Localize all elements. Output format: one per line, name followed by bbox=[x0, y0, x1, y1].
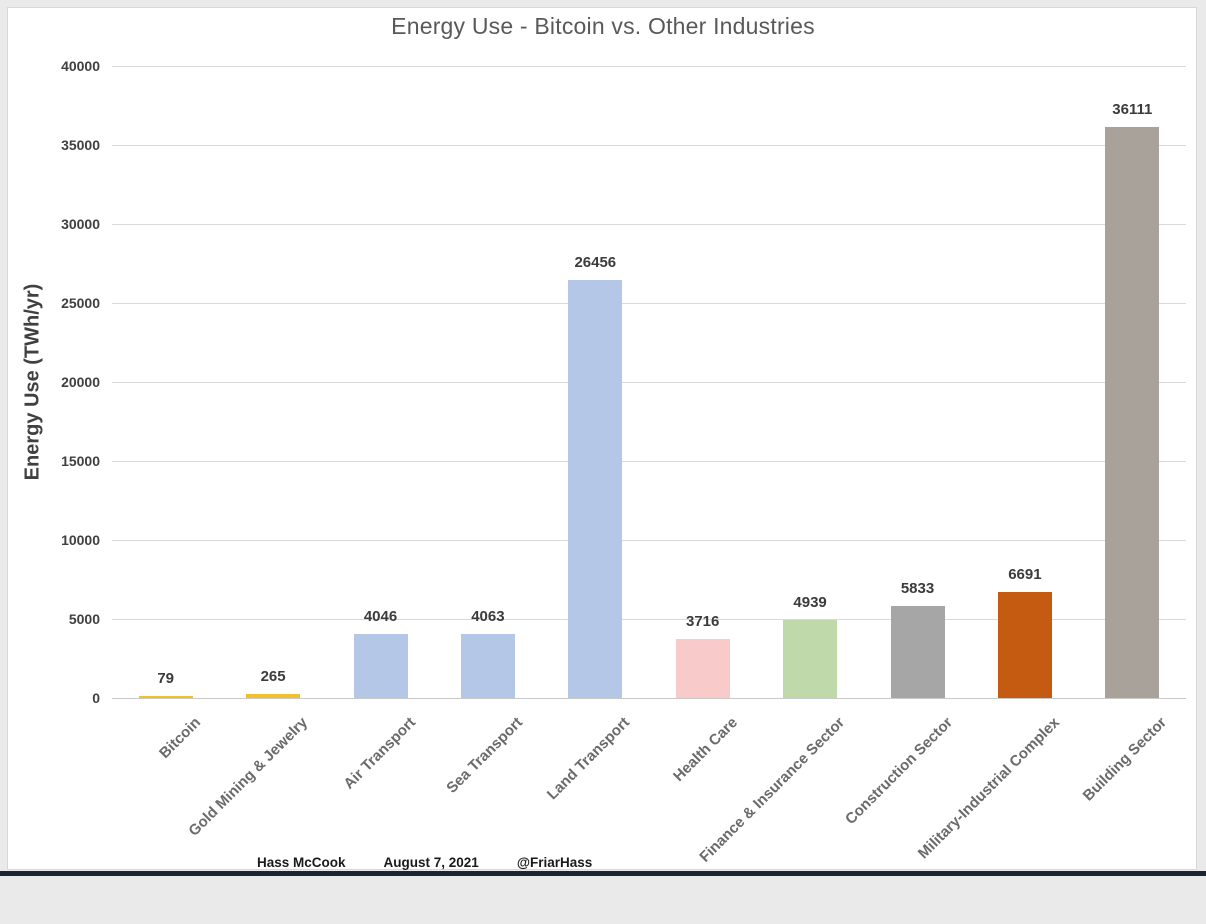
bar bbox=[353, 634, 408, 698]
gridline bbox=[112, 461, 1186, 462]
bar-value-label: 3716 bbox=[686, 613, 720, 631]
gridline bbox=[112, 224, 1186, 225]
footer-handle: @FriarHass bbox=[516, 855, 593, 870]
bar-value-label: 4063 bbox=[471, 607, 505, 625]
bar bbox=[675, 639, 730, 698]
gridline bbox=[112, 66, 1186, 67]
bar-value-label: 4939 bbox=[793, 593, 827, 611]
bar-value-label: 4046 bbox=[363, 608, 398, 626]
y-tick-label: 5000 bbox=[68, 611, 100, 627]
y-tick-label: 10000 bbox=[61, 532, 100, 548]
gridline bbox=[112, 698, 1186, 699]
gridline bbox=[112, 303, 1186, 304]
footer-author: Hass McCook bbox=[257, 855, 346, 870]
gridline bbox=[112, 619, 1186, 620]
bar-value-label: 6691 bbox=[1008, 566, 1042, 584]
gridline bbox=[112, 145, 1186, 146]
bar-value-label: 265 bbox=[260, 667, 286, 685]
y-tick-label: 15000 bbox=[61, 453, 100, 469]
bar bbox=[1105, 127, 1160, 698]
bar bbox=[890, 605, 945, 698]
bar bbox=[997, 592, 1052, 698]
footer-date: August 7, 2021 bbox=[383, 855, 479, 870]
gridline bbox=[112, 382, 1186, 383]
y-tick-label: 35000 bbox=[61, 137, 100, 153]
bar bbox=[246, 693, 301, 698]
bar-value-label: 79 bbox=[157, 670, 175, 687]
chart-title: Energy Use - Bitcoin vs. Other Industrie… bbox=[391, 13, 815, 39]
bar-value-label: 5833 bbox=[900, 579, 935, 597]
y-tick-label: 30000 bbox=[61, 216, 100, 232]
y-tick-label: 25000 bbox=[61, 295, 100, 311]
chart-footer: Hass McCook August 7, 2021 @FriarHass bbox=[257, 855, 592, 870]
bar-value-label: 26456 bbox=[574, 253, 617, 271]
bottom-strip bbox=[0, 871, 1206, 876]
chart-image: Energy Use - Bitcoin vs. Other Industrie… bbox=[0, 7, 1206, 876]
bar bbox=[460, 633, 515, 698]
y-tick-label: 20000 bbox=[61, 374, 100, 390]
bar bbox=[783, 619, 838, 698]
gridline bbox=[112, 540, 1186, 541]
bar bbox=[568, 279, 623, 698]
bar-value-label: 36111 bbox=[1112, 101, 1153, 119]
y-tick-label: 40000 bbox=[61, 58, 100, 74]
y-tick-label: 0 bbox=[92, 690, 100, 706]
bar bbox=[138, 696, 193, 698]
